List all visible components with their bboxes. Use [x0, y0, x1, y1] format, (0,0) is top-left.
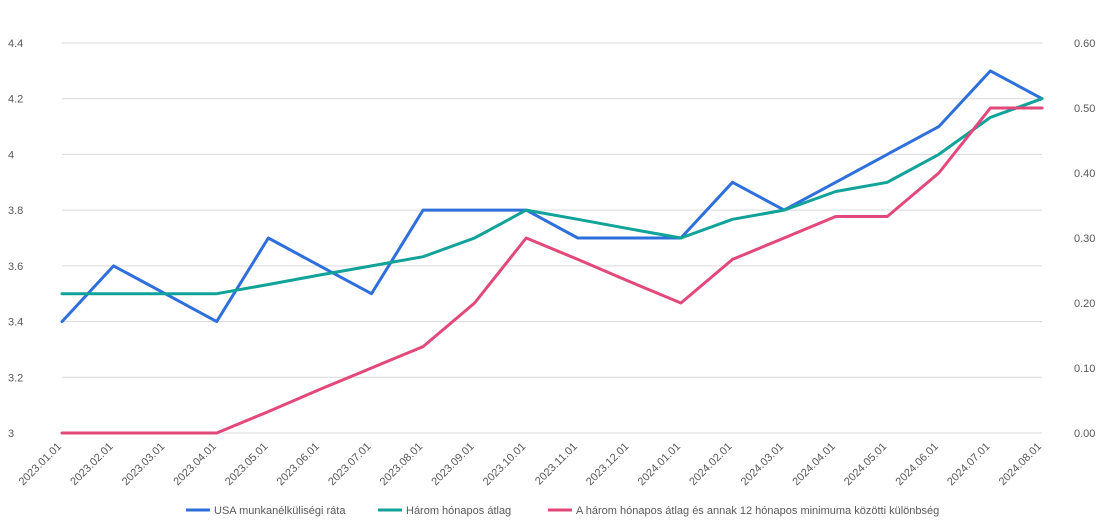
x-tick-label: 2023.09.01 — [429, 441, 476, 488]
left-tick-label: 4.2 — [8, 94, 23, 106]
left-tick-label: 3.2 — [8, 372, 23, 384]
x-tick-label: 2023.12.01 — [584, 441, 631, 488]
right-axis-ticks: 0.00 0.10 0.20 0.30 0.40 0.50 0.60 — [1074, 38, 1095, 440]
x-tick-label: 2023.11.01 — [533, 441, 580, 488]
left-tick-label: 3.8 — [8, 205, 23, 217]
legend-label: A három hónapos átlag és annak 12 hónapo… — [576, 505, 939, 517]
series-lines — [60, 69, 1044, 435]
x-tick-label: 2023.03.01 — [120, 441, 167, 488]
left-tick-label: 4.4 — [8, 38, 23, 50]
x-tick-label: 2023.05.01 — [223, 441, 270, 488]
series-line-1 — [60, 69, 1044, 324]
right-tick-label: 0.50 — [1074, 103, 1095, 115]
x-tick-label: 2024.05.01 — [842, 441, 889, 488]
right-tick-label: 0.30 — [1074, 233, 1095, 245]
left-axis-ticks: 3 3.2 3.4 3.6 3.8 4 4.2 4.4 — [8, 38, 23, 440]
x-tick-label: 2024.06.01 — [894, 441, 941, 488]
x-tick-label: 2024.08.01 — [997, 441, 1044, 488]
x-tick-label: 2024.04.01 — [790, 441, 837, 488]
legend-label: Három hónapos átlag — [406, 505, 511, 517]
x-tick-label: 2023.02.01 — [68, 441, 115, 488]
legend: USA munkanélküliségi ráta Három hónapos á… — [186, 505, 939, 517]
x-axis-ticks: 2023.01.01 2023.02.01 2023.03.01 2023.04.01… — [17, 441, 1044, 488]
x-tick-label: 2023.07.01 — [326, 441, 373, 488]
left-tick-label: 3 — [8, 428, 14, 440]
gridlines — [62, 42, 1042, 434]
x-tick-label: 2023.08.01 — [378, 441, 425, 488]
legend-label: USA munkanélküliségi ráta — [214, 505, 346, 517]
right-tick-label: 0.20 — [1074, 298, 1095, 310]
series-line-3 — [60, 106, 1044, 435]
x-tick-label: 2023.10.01 — [481, 441, 528, 488]
x-tick-label: 2023.01.01 — [17, 441, 64, 488]
left-tick-label: 3.4 — [8, 317, 23, 329]
x-tick-label: 2024.07.01 — [945, 441, 992, 488]
series-line-2 — [60, 97, 1044, 296]
right-tick-label: 0.60 — [1074, 38, 1095, 50]
x-tick-label: 2023.06.01 — [275, 441, 322, 488]
right-tick-label: 0.10 — [1074, 363, 1095, 375]
left-tick-label: 4 — [8, 149, 14, 161]
x-tick-label: 2024.01.01 — [636, 441, 683, 488]
x-tick-label: 2024.03.01 — [739, 441, 786, 488]
right-tick-label: 0.00 — [1074, 428, 1095, 440]
right-tick-label: 0.40 — [1074, 168, 1095, 180]
x-tick-label: 2024.02.01 — [687, 441, 734, 488]
x-tick-label: 2023.04.01 — [171, 441, 218, 488]
left-tick-label: 3.6 — [8, 261, 23, 273]
